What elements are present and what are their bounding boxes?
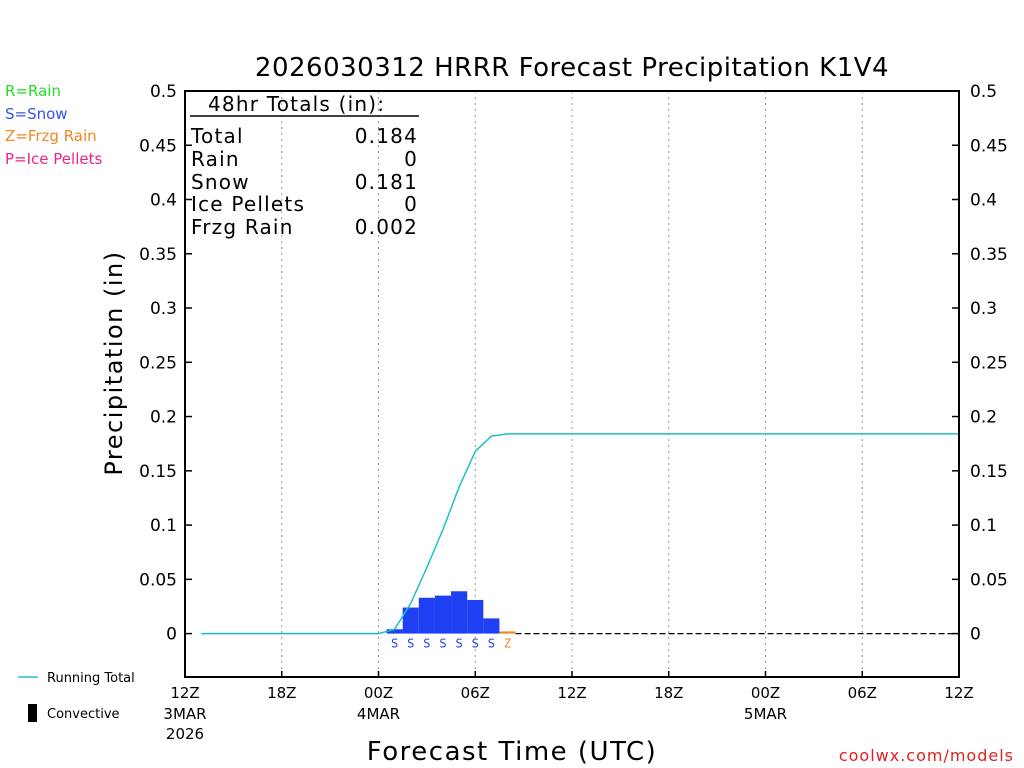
y-tick-label-left: 0.3 bbox=[150, 299, 177, 319]
x-tick-label: 00Z bbox=[751, 684, 780, 702]
y-tick-label-right: 0.25 bbox=[970, 353, 1008, 373]
x-tick-label: 12Z bbox=[944, 684, 973, 702]
y-axis-ticks: 0.5 0.5 0.45 0.45 0.4 0.4 0.35 0.35 0.3 0.3 0.25 0.… bbox=[139, 82, 1008, 645]
totals-value-ice-pellets: 0 bbox=[404, 192, 418, 216]
x-tick-date: 3MAR bbox=[163, 705, 206, 723]
precip-bar bbox=[451, 591, 468, 634]
bars-layer bbox=[386, 591, 516, 634]
y-tick-label-right: 0.35 bbox=[970, 245, 1008, 265]
ptype-legend: R=Rain S=Snow Z=Frzg Rain P=Ice Pellets bbox=[5, 82, 102, 168]
x-tick-label: 12Z bbox=[170, 684, 199, 702]
totals-label-total: Total bbox=[190, 124, 244, 148]
totals-label-snow: Snow bbox=[191, 170, 250, 194]
x-tick-label: 00Z bbox=[364, 684, 393, 702]
totals-label-frzg-rain: Frzg Rain bbox=[191, 215, 294, 239]
precip-bar bbox=[418, 597, 435, 634]
totals-label-ice-pellets: Ice Pellets bbox=[191, 192, 305, 216]
totals-value-rain: 0 bbox=[404, 147, 418, 171]
y-tick-label-right: 0.3 bbox=[970, 299, 997, 319]
y-tick-label-right: 0.45 bbox=[970, 136, 1008, 156]
totals-value-snow: 0.181 bbox=[355, 170, 418, 194]
precip-bar bbox=[467, 599, 484, 634]
precip-bar bbox=[434, 595, 452, 634]
y-tick-label-right: 0.4 bbox=[970, 191, 997, 211]
x-tick-label: 18Z bbox=[654, 684, 683, 702]
y-tick-label-right: 0.15 bbox=[970, 462, 1008, 482]
y-tick-label-left: 0.05 bbox=[139, 570, 177, 590]
legend-rain: R=Rain bbox=[5, 82, 61, 100]
precip-bar bbox=[386, 629, 403, 634]
chart-title: 2026030312 HRRR Forecast Precipitation K… bbox=[255, 53, 889, 83]
y-tick-label-right: 0.1 bbox=[970, 516, 997, 536]
series-legend: Running Total Convective bbox=[18, 671, 135, 722]
x-tick-label: 12Z bbox=[557, 684, 586, 702]
ptype-label: S bbox=[439, 637, 446, 651]
ptype-label: S bbox=[423, 637, 430, 651]
y-tick-label-left: 0.2 bbox=[150, 408, 177, 428]
running-total-layer bbox=[201, 433, 959, 635]
y-tick-label-left: 0.45 bbox=[139, 136, 177, 156]
y-tick-label-left: 0.1 bbox=[150, 516, 177, 536]
x-axis-ticks: 12Z 3MAR 2026 18Z 00Z 4MAR 06Z 12Z 18Z 00Z 5MAR 06Z… bbox=[163, 671, 974, 743]
ptype-label: S bbox=[407, 637, 414, 651]
y-tick-label-left: 0 bbox=[166, 625, 177, 645]
precip-bar bbox=[402, 607, 419, 634]
x-tick-label: 18Z bbox=[267, 684, 296, 702]
totals-value-frzg-rain: 0.002 bbox=[355, 215, 418, 239]
credit-link[interactable]: coolwx.com/models bbox=[839, 746, 1014, 765]
x-axis-label: Forecast Time (UTC) bbox=[367, 737, 658, 767]
y-tick-label-right: 0.05 bbox=[970, 570, 1008, 590]
ptype-label: S bbox=[472, 637, 479, 651]
y-axis-label: Precipitation (in) bbox=[100, 250, 128, 475]
x-tick-year: 2026 bbox=[166, 725, 204, 743]
ptype-label: S bbox=[456, 637, 463, 651]
totals-value-total: 0.184 bbox=[355, 124, 418, 148]
precip-bar bbox=[499, 631, 516, 634]
legend-snow: S=Snow bbox=[5, 105, 68, 123]
convective-legend-label: Convective bbox=[47, 707, 120, 722]
ptype-label: S bbox=[488, 637, 495, 651]
running-total-legend-label: Running Total bbox=[47, 671, 135, 686]
convective-legend-swatch bbox=[28, 704, 37, 722]
precip-bar bbox=[483, 618, 500, 634]
y-tick-label-left: 0.15 bbox=[139, 462, 177, 482]
y-tick-label-left: 0.5 bbox=[150, 82, 177, 102]
grid-layer bbox=[281, 91, 959, 677]
totals-box: 48hr Totals (in): Total 0.184 Rain 0 Sno… bbox=[190, 92, 419, 239]
y-tick-label-right: 0.5 bbox=[970, 82, 997, 102]
y-tick-label-right: 0.2 bbox=[970, 408, 997, 428]
legend-ice-pellets: P=Ice Pellets bbox=[5, 150, 102, 168]
y-tick-label-left: 0.35 bbox=[139, 245, 177, 265]
totals-title: 48hr Totals (in): bbox=[208, 92, 385, 116]
running-total-line bbox=[201, 433, 959, 635]
totals-label-rain: Rain bbox=[191, 147, 240, 171]
x-tick-date: 4MAR bbox=[357, 705, 400, 723]
ptype-label: Z bbox=[504, 637, 511, 651]
legend-frzg-rain: Z=Frzg Rain bbox=[5, 127, 97, 145]
x-tick-label: 06Z bbox=[461, 684, 490, 702]
x-tick-date: 5MAR bbox=[744, 705, 787, 723]
y-tick-label-left: 0.4 bbox=[150, 191, 177, 211]
y-tick-label-left: 0.25 bbox=[139, 353, 177, 373]
y-tick-label-right: 0 bbox=[970, 625, 981, 645]
x-tick-label: 06Z bbox=[848, 684, 877, 702]
ptype-label: S bbox=[391, 637, 398, 651]
